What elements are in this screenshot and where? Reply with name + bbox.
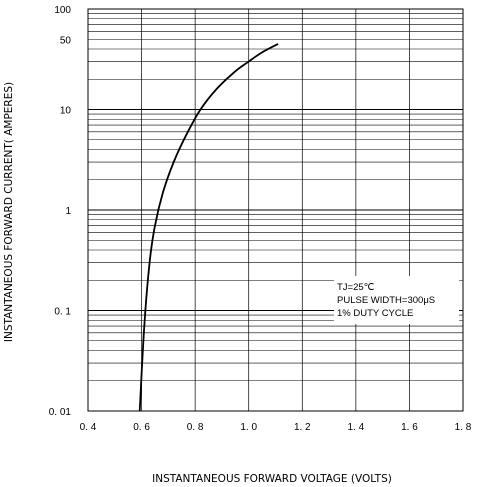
- x-tick-label: 0. 6: [133, 422, 150, 433]
- annotation-line-2: PULSE WIDTH=300μS: [337, 295, 435, 306]
- x-axis-title: INSTANTANEOUS FORWARD VOLTAGE (VOLTS): [152, 473, 392, 485]
- y-tick-label: 1: [65, 206, 71, 217]
- x-tick-label: 1. 0: [240, 422, 257, 433]
- forward-current-curve: [138, 43, 279, 412]
- x-tick-label: 1. 4: [348, 422, 365, 433]
- y-tick-label: 10: [60, 106, 72, 117]
- y-tick-label: 0. 1: [54, 307, 71, 318]
- plot-frame: [87, 8, 464, 412]
- x-tick-label: 1. 8: [455, 422, 472, 433]
- annotation-line-1: TJ=25℃: [337, 282, 375, 293]
- x-tick-label: 0. 8: [187, 422, 204, 433]
- x-tick-label: 1. 2: [294, 422, 311, 433]
- annotation-background: [334, 276, 459, 324]
- series-layer: [138, 43, 279, 412]
- y-tick-label: 100: [54, 5, 71, 16]
- annotation-line-3: 1% DUTY CYCLE: [337, 308, 413, 319]
- conditions-annotation: TJ=25℃ PULSE WIDTH=300μS 1% DUTY CYCLE: [334, 276, 459, 324]
- y-tick-label: 0. 01: [49, 407, 72, 418]
- y-tick-label: 50: [60, 35, 72, 46]
- y-axis-title: INSTANTANEOUS FORWARD CURRENT( AMPERES): [3, 82, 15, 342]
- grid: [87, 8, 464, 412]
- x-tick-label: 0. 4: [80, 422, 97, 433]
- x-tick-labels: 0. 4 0. 6 0. 8 1. 0 1. 2 1. 4 1. 6 1. 8: [80, 422, 472, 433]
- x-tick-label: 1. 6: [401, 422, 418, 433]
- y-tick-labels: 0. 01 0. 1 1 10 50 100: [49, 5, 72, 418]
